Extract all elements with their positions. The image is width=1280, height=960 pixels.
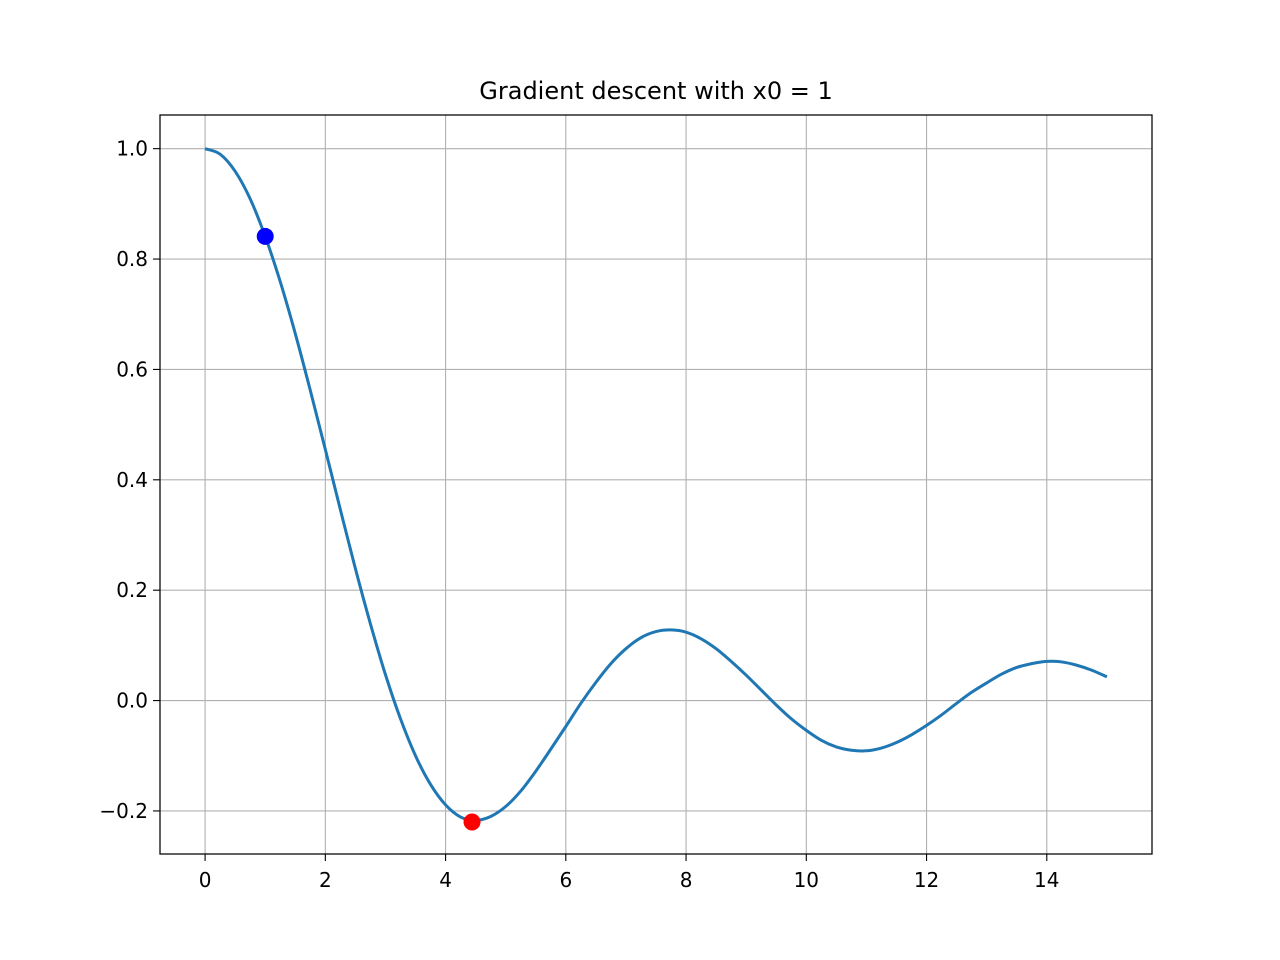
chart-title: Gradient descent with x0 = 1 — [479, 77, 832, 105]
series-layer — [204, 147, 1108, 822]
x-tick-label: 10 — [794, 868, 819, 892]
x-tick-label: 0 — [199, 868, 212, 892]
data-point — [463, 813, 481, 831]
x-tick-label: 8 — [680, 868, 693, 892]
points-layer — [256, 227, 481, 831]
x-tick-label: 2 — [319, 868, 332, 892]
y-tick-label: 0.0 — [116, 689, 148, 713]
x-tick-label: 4 — [439, 868, 452, 892]
grid — [160, 115, 1152, 854]
y-tick-label: 0.4 — [116, 468, 148, 492]
ticks: 0 2 4 6 8 10 12 14 −0.2 0.0 0.2 0.4 0.6 0.8 1.0 — [99, 137, 1059, 892]
x-tick-label: 12 — [914, 868, 939, 892]
y-tick-label: 1.0 — [116, 137, 148, 161]
x-tick-label: 14 — [1034, 868, 1059, 892]
axes-frame — [159, 114, 1153, 855]
x-tick-label: 6 — [559, 868, 572, 892]
y-tick-label: 0.8 — [116, 247, 148, 271]
y-tick-label: −0.2 — [99, 799, 148, 823]
y-tick-label: 0.2 — [116, 578, 148, 602]
data-point — [256, 227, 274, 245]
series-line — [204, 147, 1108, 822]
y-tick-label: 0.6 — [116, 357, 148, 381]
